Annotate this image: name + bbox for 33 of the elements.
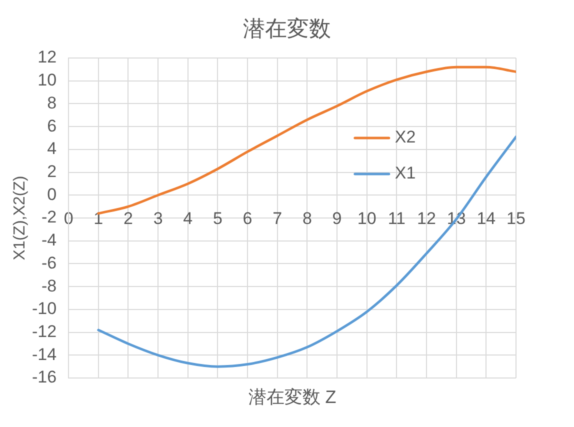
x-tick-label: 14 [476,209,496,228]
y-tick-label: 0 [47,184,57,204]
x-tick-label: 7 [272,209,282,228]
x-tick-label: 5 [212,209,222,228]
y-tick-label: 8 [47,93,57,112]
y-tick-label: -14 [32,344,57,364]
x-tick-label: 9 [332,209,342,228]
y-tick-label: 12 [38,48,57,67]
chart-title: 潜在変数 [243,16,331,42]
y-axis-title: X1(Z),X2(Z) [11,176,28,260]
y-tick-label: 6 [47,116,57,136]
x-tick-label: 10 [357,209,376,228]
y-tick-label: -8 [41,276,57,296]
x-tick-label: 12 [417,209,436,228]
x-tick-label: 2 [123,209,133,228]
legend-label: X2 [394,128,416,147]
y-tick-label: -10 [32,299,57,318]
y-tick-label: 10 [38,70,57,90]
x-tick-label: 11 [388,209,406,228]
y-tick-label: -16 [32,368,57,387]
y-tick-label: -6 [41,253,57,272]
x-tick-label: 6 [242,209,252,228]
x-tick-label: 8 [302,209,312,228]
x-tick-label: 3 [153,209,163,228]
y-tick-label: -4 [41,230,57,250]
y-tick-label: 4 [47,139,57,158]
y-tick-label: 2 [47,162,57,181]
x-tick-label: 4 [183,209,193,228]
x-tick-label: 15 [506,209,526,228]
y-tick-label: -2 [41,208,57,227]
legend-label: X1 [394,164,416,183]
y-tick-label: -12 [32,322,57,341]
x-axis-title: 潜在変数 Z [248,386,336,407]
